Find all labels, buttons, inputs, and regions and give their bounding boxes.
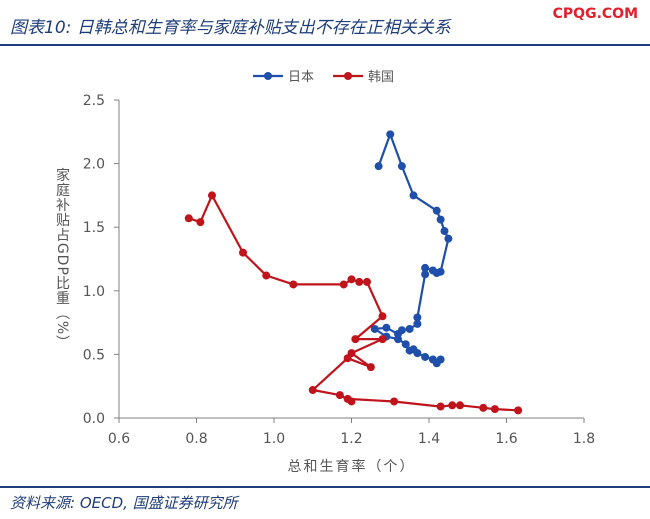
data-point-japan [428, 266, 437, 275]
x-tick-label: 1.0 [263, 431, 285, 447]
data-point-japan [436, 215, 445, 224]
data-point-korea [308, 386, 317, 395]
data-point-korea [335, 391, 344, 400]
legend-label-japan: 日本 [288, 70, 314, 85]
data-point-korea [343, 394, 352, 403]
data-point-japan [386, 130, 395, 139]
data-point-japan [382, 323, 391, 332]
data-point-korea [184, 214, 193, 223]
data-point-korea [363, 277, 371, 286]
data-point-korea [343, 354, 352, 363]
data-point-japan [370, 324, 379, 333]
data-point-japan [421, 270, 430, 279]
data-point-korea [289, 280, 298, 289]
data-point-korea [390, 397, 399, 406]
x-tick-label: 1.2 [340, 431, 362, 447]
figure-header: 图表10: 日韩总和生育率与家庭补贴支出不存在正相关关系 CPQG.COM [0, 0, 650, 46]
data-point-korea [378, 335, 387, 344]
data-point-japan [421, 263, 430, 272]
data-point-japan [374, 162, 383, 171]
top-divider [0, 44, 650, 46]
data-point-japan [401, 340, 410, 349]
data-point-japan [413, 349, 422, 358]
data-point-korea [355, 277, 364, 286]
data-point-korea [479, 403, 488, 412]
x-tick-label: 1.6 [495, 431, 517, 447]
data-point-korea [436, 402, 445, 411]
x-axis-label: 总和生育率（个） [288, 458, 416, 475]
data-point-japan [409, 191, 418, 200]
x-tick-label: 1.4 [418, 431, 440, 447]
y-tick-label: 1.0 [83, 284, 105, 300]
bottom-divider [0, 486, 650, 488]
chart-axes: 0.0 0.5 1.0 1.5 2.0 2.5 0.6 0.8 1.0 1.2 1.4 1.6 1.8 [83, 93, 595, 447]
data-point-korea [239, 248, 247, 257]
data-point-korea [456, 401, 464, 410]
y-axis-label: 家庭补贴占GDP比重（%） [54, 167, 70, 350]
x-tick-label: 0.6 [108, 431, 130, 447]
y-tick-label: 2.0 [83, 157, 105, 173]
data-point-japan [397, 162, 406, 171]
data-point-japan [444, 234, 453, 243]
y-tick-label: 2.5 [83, 93, 105, 109]
data-point-korea [366, 363, 375, 372]
data-point-japan [413, 319, 422, 328]
source-note: 资料来源: OECD, 国盛证券研究所 [10, 494, 238, 512]
chart-series [184, 130, 523, 415]
data-point-korea [196, 218, 205, 227]
data-point-korea [378, 312, 387, 321]
data-point-japan [413, 313, 422, 322]
data-point-japan [436, 355, 445, 364]
legend-label-korea: 韩国 [368, 70, 394, 85]
data-point-korea [514, 406, 523, 415]
data-point-korea [351, 335, 360, 344]
legend-marker-korea [344, 72, 352, 80]
data-point-japan [394, 335, 402, 344]
chart-canvas: 日本 韩国 0.0 0.5 1.0 1.5 2.0 2.5 0.6 0.8 1.0 1.2 1.4 1.… [54, 70, 595, 475]
y-tick-label: 0.0 [83, 411, 105, 427]
data-point-japan [421, 352, 430, 361]
data-point-korea [262, 271, 271, 280]
x-tick-label: 1.8 [573, 431, 595, 447]
y-tick-label: 0.5 [83, 347, 105, 363]
data-point-japan [440, 227, 449, 236]
legend-marker-japan [264, 72, 272, 80]
chart-legend: 日本 韩国 [253, 70, 394, 85]
data-point-korea [448, 401, 457, 410]
x-tick-label: 0.8 [185, 431, 207, 447]
data-point-korea [339, 280, 348, 289]
data-point-korea [490, 405, 499, 414]
series-line-korea [188, 194, 519, 412]
data-point-korea [208, 191, 216, 200]
data-point-korea [347, 275, 356, 284]
brand-logo[interactable]: CPQG.COM [552, 6, 638, 22]
data-point-japan [405, 324, 414, 333]
figure-title: 图表10: 日韩总和生育率与家庭补贴支出不存在正相关关系 [10, 18, 451, 38]
data-point-japan [432, 206, 441, 215]
y-tick-label: 1.5 [83, 220, 105, 236]
